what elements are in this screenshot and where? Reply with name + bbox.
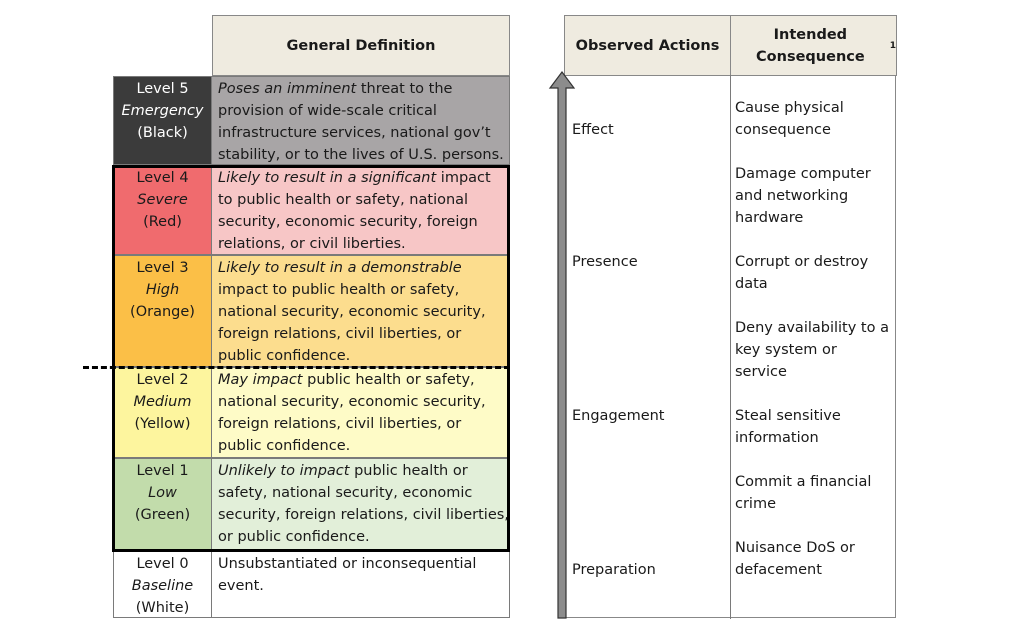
- action-effect: Effect: [572, 122, 614, 138]
- column-divider: [730, 75, 731, 619]
- threshold-dashed-line: [83, 366, 510, 369]
- intended-consequence-label: Intended Consequence: [756, 26, 865, 65]
- action-presence: Presence: [572, 254, 638, 270]
- level-color: (Black): [137, 125, 188, 141]
- level-color: (White): [135, 600, 190, 616]
- severity-definition-cell: Likely to result in a significant impact…: [212, 165, 510, 255]
- definition-text: Unsubstantiated or inconsequential event…: [218, 556, 477, 594]
- level-number: Level 0: [136, 556, 189, 572]
- footnote-marker: 1: [889, 40, 896, 51]
- level-name: Severe: [137, 192, 188, 208]
- severity-level-cell: Level 3 High (Orange): [113, 255, 212, 367]
- action-preparation: Preparation: [572, 562, 656, 578]
- severity-definition-cell: Unlikely to impact public health or safe…: [212, 458, 510, 551]
- up-arrow-icon: [548, 71, 576, 619]
- definition-text: impact to public health or safety, natio…: [218, 282, 486, 364]
- consequence-item: Nuisance DoS or defacement: [735, 540, 855, 578]
- severity-level-cell: Level 5 Emergency (Black): [113, 76, 212, 165]
- consequence-item: Steal sensitive information: [735, 408, 841, 446]
- level-color: (Red): [143, 214, 182, 230]
- severity-definition-cell: Poses an imminent threat to the provisio…: [212, 76, 510, 165]
- definition-emphasis: Likely to result in a demonstrable: [218, 260, 462, 276]
- action-engagement: Engagement: [572, 408, 665, 424]
- consequence-item: Deny availability to a key system or ser…: [735, 320, 889, 380]
- definition-text: public health or safety, national securi…: [218, 463, 509, 545]
- level-name: High: [145, 282, 180, 298]
- definition-emphasis: Poses an imminent: [218, 81, 357, 97]
- severity-table: General Definition: [113, 15, 510, 618]
- level-color: (Yellow): [134, 416, 191, 432]
- level-color: (Orange): [130, 304, 195, 320]
- consequence-item: Damage computer and networking hardware: [735, 166, 871, 226]
- severity-level-cell: Level 4 Severe (Red): [113, 165, 212, 255]
- level-number: Level 3: [136, 260, 189, 276]
- level-number: Level 1: [136, 463, 189, 479]
- severity-definition-cell: Likely to result in a demonstrable impac…: [212, 255, 510, 367]
- consequence-item: Commit a financial crime: [735, 474, 872, 512]
- level-name: Baseline: [131, 578, 194, 594]
- severity-focus-box: [112, 165, 510, 552]
- severity-level-cell: Level 0 Baseline (White): [113, 551, 212, 618]
- consequence-item: Cause physical consequence: [735, 100, 844, 138]
- severity-level-cell: Level 1 Low (Green): [113, 458, 212, 551]
- level-color: (Green): [134, 507, 191, 523]
- level-number: Level 4: [136, 170, 189, 186]
- consequence-item: Corrupt or destroy data: [735, 254, 869, 292]
- level-name: Medium: [133, 394, 192, 410]
- level-name: Low: [148, 485, 177, 501]
- definition-text: impact to public health or safety, natio…: [218, 170, 491, 252]
- definition-text: public health or safety, national securi…: [218, 372, 486, 454]
- definition-text: threat to the provision of wide-scale cr…: [218, 81, 504, 163]
- level-number: Level 2: [136, 372, 189, 388]
- severity-definition-cell: May impact public health or safety, nati…: [212, 367, 510, 458]
- intended-consequence-header: Intended Consequence 1: [730, 15, 897, 76]
- level-number: Level 5: [136, 81, 189, 97]
- observed-actions-header: Observed Actions: [564, 15, 731, 76]
- definition-emphasis: Unlikely to impact: [218, 463, 350, 479]
- definition-emphasis: May impact: [218, 372, 303, 388]
- severity-definition-cell: Unsubstantiated or inconsequential event…: [212, 551, 510, 618]
- severity-table-header: General Definition: [212, 15, 510, 76]
- level-name: Emergency: [121, 103, 204, 119]
- definition-emphasis: Likely to result in a significant: [218, 170, 437, 186]
